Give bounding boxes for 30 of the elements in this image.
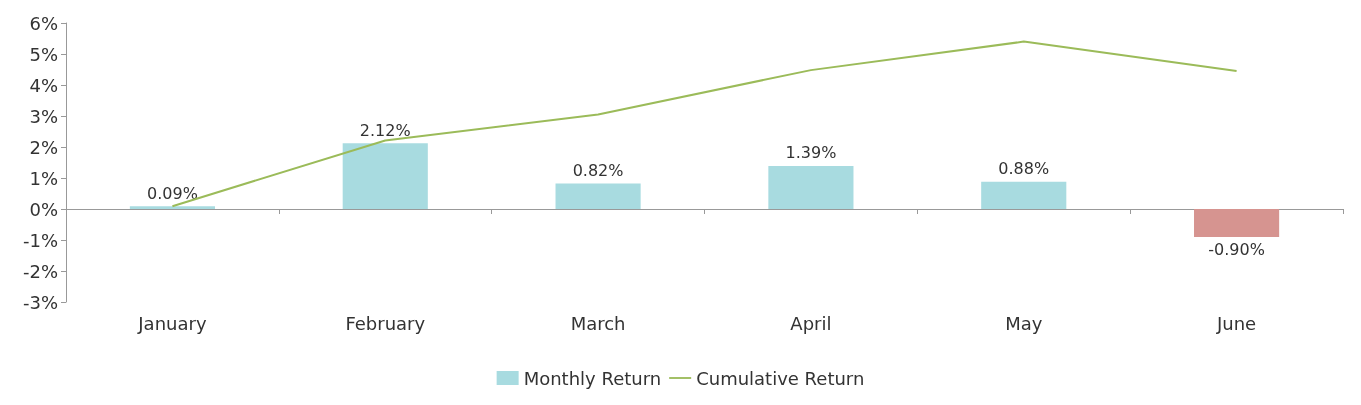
y-tick-label: 3% (29, 105, 58, 127)
bar (342, 143, 428, 209)
data-label: 0.88% (998, 159, 1050, 179)
bar (129, 206, 215, 209)
x-tick-label: February (345, 312, 426, 334)
bar (981, 181, 1067, 209)
x-tick-label: May (1005, 312, 1043, 334)
legend-label: Monthly Return (523, 367, 662, 389)
y-tick-label: 1% (29, 167, 58, 189)
y-tick-label: -1% (22, 229, 58, 251)
data-label: 0.82% (572, 161, 624, 181)
y-tick-label: -2% (22, 260, 58, 282)
y-tick-label: 6% (29, 12, 58, 34)
data-label: 1.39% (785, 143, 837, 163)
bar (1194, 209, 1280, 237)
x-tick-label: January (137, 312, 207, 334)
x-tick-label: April (790, 312, 832, 334)
data-label: 0.09% (147, 183, 198, 203)
legend-label: Cumulative Return (696, 367, 865, 389)
y-tick-label: 4% (29, 74, 58, 96)
y-tick-label: -3% (22, 291, 58, 313)
data-label: -0.90% (1208, 240, 1265, 260)
x-tick-label: June (1215, 312, 1257, 334)
x-tick-label: March (570, 312, 626, 334)
y-tick-label: 0% (29, 198, 58, 220)
bar (768, 165, 854, 209)
bar (555, 183, 641, 209)
data-label: 2.12% (359, 120, 411, 140)
y-tick-label: 5% (29, 43, 58, 65)
y-tick-label: 2% (29, 136, 58, 158)
